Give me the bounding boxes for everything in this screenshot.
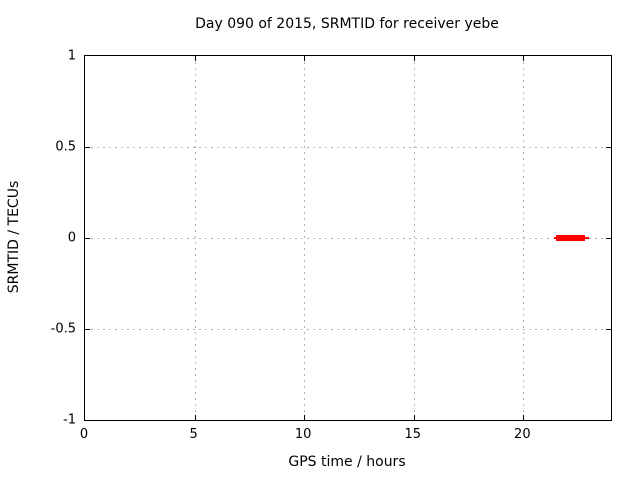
- y-tick-label: 1: [67, 48, 76, 64]
- y-tick-mark-right: [606, 147, 611, 148]
- y-tick-label: 0: [67, 230, 76, 246]
- y-tick-mark: [85, 147, 90, 148]
- gridline-y: [85, 329, 611, 330]
- x-tick-mark: [304, 415, 306, 420]
- y-tick-label: -0.5: [50, 321, 76, 337]
- y-axis-label: SRMTID / TECUs: [6, 180, 22, 294]
- y-tick-mark-right: [606, 329, 611, 330]
- x-tick-mark-top: [194, 56, 196, 61]
- gridline-y: [85, 147, 611, 148]
- x-tick-label: 10: [294, 427, 312, 442]
- x-tick-mark: [194, 415, 196, 420]
- series-data-bar: [556, 235, 585, 241]
- x-tick-mark-top: [413, 56, 415, 61]
- plot-area: [84, 55, 612, 421]
- gridline-y: [85, 238, 611, 239]
- y-tick-mark: [85, 329, 90, 330]
- x-tick-mark-top: [304, 56, 306, 61]
- x-tick-mark-top: [523, 56, 525, 61]
- x-axis-label: GPS time / hours: [288, 454, 406, 470]
- x-tick-mark: [413, 415, 415, 420]
- x-tick-label: 20: [514, 427, 531, 442]
- y-tick-label: -1: [63, 412, 76, 428]
- x-tick-label: 0: [79, 427, 89, 442]
- x-tick-mark: [523, 415, 525, 420]
- x-tick-label: 5: [189, 427, 198, 442]
- y-tick-mark: [85, 238, 90, 239]
- y-tick-mark-right: [606, 238, 611, 239]
- y-tick-label: 0.5: [55, 139, 76, 155]
- chart-title: Day 090 of 2015, SRMTID for receiver yeb…: [195, 16, 499, 32]
- x-tick-label: 15: [404, 427, 422, 442]
